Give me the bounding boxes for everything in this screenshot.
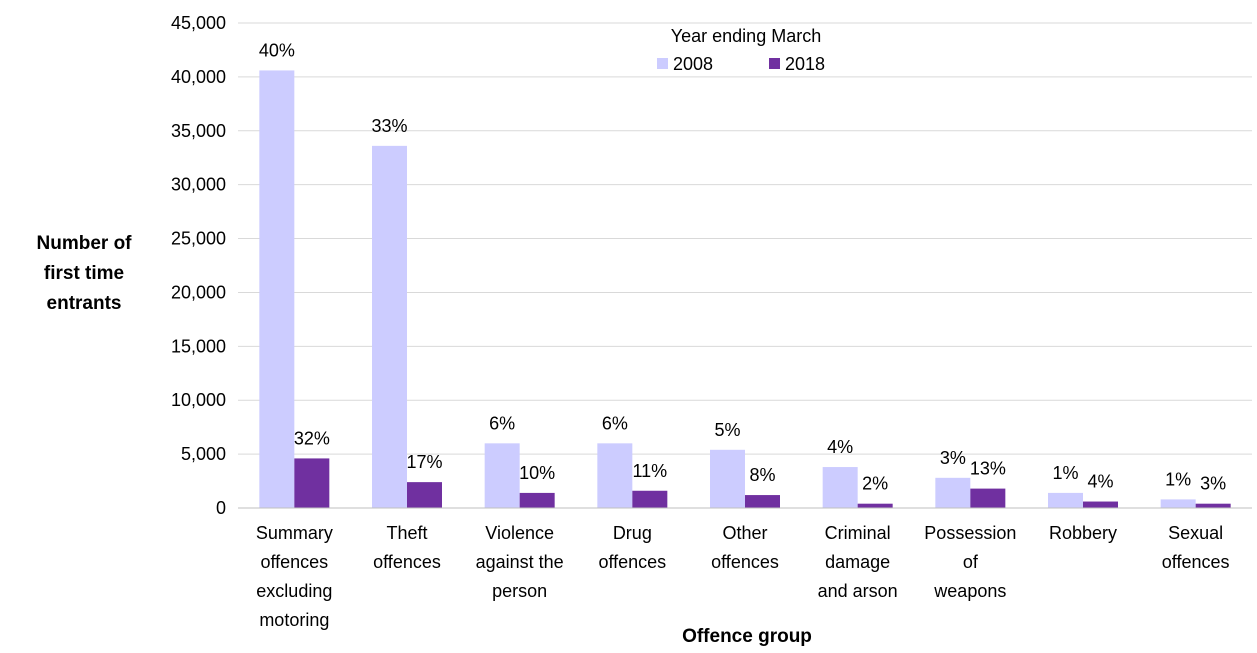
data-label-2008: 1%: [1052, 463, 1078, 483]
y-axis-ticks: 0 5,000 10,000 15,000 20,000 25,000 30,000 35,0…: [171, 13, 226, 518]
legend-label-2018: 2018: [785, 54, 825, 74]
legend-title: Year ending March: [671, 26, 821, 46]
bar-2018: [1083, 501, 1118, 508]
category-label: Violence against the person: [476, 523, 564, 601]
data-label-2018: 10%: [519, 463, 555, 483]
legend: Year ending March 2008 2018: [657, 26, 825, 74]
data-label-2018: 8%: [749, 465, 775, 485]
category-label: Other offences: [711, 523, 779, 572]
legend-swatch-2008: [657, 58, 668, 69]
bar-2008: [822, 467, 858, 508]
data-label-2018: 4%: [1087, 472, 1113, 492]
data-label-2008: 6%: [489, 413, 515, 433]
legend-label-2008: 2008: [673, 54, 713, 74]
data-label-2008: 33%: [371, 116, 407, 136]
data-label-2008: 6%: [602, 413, 628, 433]
y-tick-label: 45,000: [171, 13, 226, 33]
y-tick-label: 20,000: [171, 282, 226, 302]
data-label-2018: 13%: [970, 459, 1006, 479]
y-tick-label: 40,000: [171, 67, 226, 87]
y-tick-label: 10,000: [171, 390, 226, 410]
data-label-2008: 5%: [714, 420, 740, 440]
data-label-2008: 1%: [1165, 469, 1191, 489]
x-axis-title: Offence group: [682, 626, 812, 647]
y-tick-label: 30,000: [171, 175, 226, 195]
bar-2008: [372, 145, 407, 508]
bar-2008: [1160, 499, 1196, 508]
bar-2018: [519, 492, 555, 508]
x-axis-categories: Summary offences excluding motoring Theft off…: [256, 523, 1230, 630]
category-label: Criminal damage and arson: [818, 523, 898, 601]
data-label-2008: 4%: [827, 437, 853, 457]
category-label: Drug offences: [598, 523, 666, 572]
data-label-2018: 2%: [862, 474, 888, 494]
y-axis-title: Number of first time entrants: [37, 233, 133, 314]
data-label-2018: 32%: [294, 428, 330, 448]
bar-2018: [632, 490, 668, 508]
bar-2008: [1048, 492, 1083, 508]
y-tick-label: 25,000: [171, 229, 226, 249]
category-label: Sexual offences: [1162, 523, 1230, 572]
bar-2018: [407, 482, 442, 508]
data-labels: 40%32%33%17%6%10%6%11%5%8%4%2%3%13% 1% 4% 1…: [259, 40, 1226, 493]
bars: [259, 70, 1231, 508]
y-tick-label: 35,000: [171, 121, 226, 141]
category-label: Robbery: [1049, 523, 1117, 543]
bar-2018: [745, 495, 780, 508]
legend-swatch-2018: [769, 58, 780, 69]
bar-2018: [1195, 503, 1231, 508]
y-tick-label: 0: [216, 498, 226, 518]
bar-2008: [597, 443, 633, 508]
data-label-2018: 3%: [1200, 474, 1226, 494]
data-label-2008: 3%: [940, 448, 966, 468]
legend-items: 2008 2018: [657, 54, 825, 74]
bar-2008: [710, 449, 745, 508]
category-label: Possession of weapons: [924, 523, 1016, 601]
bar-2018: [857, 503, 893, 508]
data-label-2008: 40%: [259, 40, 295, 60]
data-label-2018: 11%: [632, 461, 667, 481]
bar-2018: [970, 488, 1006, 508]
bar-2008: [259, 70, 295, 508]
category-label: Summary offences excluding motoring: [256, 523, 333, 630]
y-tick-label: 5,000: [181, 444, 226, 464]
y-tick-label: 15,000: [171, 336, 226, 356]
bar-2018: [294, 458, 330, 508]
bar-2008: [484, 443, 520, 508]
bar-2008: [935, 477, 971, 508]
category-label: Theft offences: [373, 523, 441, 572]
data-label-2018: 17%: [406, 452, 442, 472]
